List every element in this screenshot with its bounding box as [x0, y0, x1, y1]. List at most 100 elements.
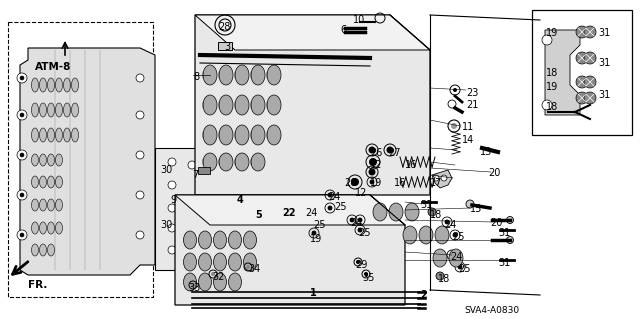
Ellipse shape — [235, 125, 249, 145]
Circle shape — [576, 76, 588, 88]
Ellipse shape — [267, 95, 281, 115]
Text: 29: 29 — [355, 260, 367, 270]
Text: 6: 6 — [340, 25, 346, 35]
Ellipse shape — [267, 125, 281, 145]
Circle shape — [20, 76, 24, 80]
Text: 25: 25 — [452, 232, 465, 242]
Ellipse shape — [47, 244, 54, 256]
Circle shape — [584, 26, 596, 38]
Ellipse shape — [214, 231, 227, 249]
Text: 14: 14 — [462, 135, 474, 145]
Text: 23: 23 — [466, 88, 478, 98]
Ellipse shape — [214, 273, 227, 291]
Text: 28: 28 — [218, 22, 230, 32]
Ellipse shape — [235, 65, 249, 85]
Ellipse shape — [40, 154, 47, 166]
Ellipse shape — [251, 65, 265, 85]
Ellipse shape — [56, 199, 63, 211]
Text: 30: 30 — [160, 220, 172, 230]
Ellipse shape — [56, 128, 63, 142]
Polygon shape — [155, 148, 210, 270]
Text: 19: 19 — [370, 178, 382, 188]
Bar — [532, 10, 632, 135]
Circle shape — [312, 231, 316, 235]
Text: 4: 4 — [237, 195, 244, 205]
Text: 9: 9 — [170, 195, 176, 205]
Text: 25: 25 — [358, 228, 371, 238]
Text: 18: 18 — [546, 68, 558, 78]
Polygon shape — [195, 15, 430, 50]
Circle shape — [576, 92, 588, 104]
Circle shape — [136, 191, 144, 199]
Text: 15: 15 — [470, 204, 483, 214]
Text: 20: 20 — [490, 218, 502, 228]
Circle shape — [576, 52, 588, 64]
Circle shape — [451, 123, 457, 129]
Circle shape — [584, 52, 596, 64]
Text: 24: 24 — [444, 220, 456, 230]
Text: 7: 7 — [192, 170, 198, 180]
Ellipse shape — [419, 226, 433, 244]
Circle shape — [466, 200, 474, 208]
Text: 16: 16 — [405, 160, 417, 170]
Text: 25: 25 — [458, 264, 470, 274]
Text: 26: 26 — [370, 148, 382, 158]
Ellipse shape — [56, 154, 63, 166]
Bar — [218, 42, 232, 50]
Ellipse shape — [47, 176, 54, 188]
Ellipse shape — [403, 226, 417, 244]
Ellipse shape — [63, 78, 70, 92]
Circle shape — [17, 73, 27, 83]
Text: SVA4-A0830: SVA4-A0830 — [464, 306, 519, 315]
Polygon shape — [545, 30, 580, 115]
Ellipse shape — [243, 253, 257, 271]
Ellipse shape — [203, 95, 217, 115]
Ellipse shape — [40, 78, 47, 92]
Text: ATM-8: ATM-8 — [35, 62, 72, 72]
Text: 16: 16 — [394, 178, 406, 188]
Text: 31: 31 — [498, 228, 510, 238]
Circle shape — [358, 218, 362, 222]
Circle shape — [136, 231, 144, 239]
Circle shape — [356, 260, 360, 264]
Circle shape — [168, 158, 176, 166]
Ellipse shape — [31, 244, 38, 256]
Circle shape — [351, 179, 358, 186]
Circle shape — [542, 100, 552, 110]
Circle shape — [387, 147, 393, 153]
Text: 19: 19 — [310, 234, 323, 244]
Ellipse shape — [228, 273, 241, 291]
Circle shape — [364, 272, 368, 276]
Text: 24: 24 — [328, 192, 340, 202]
Circle shape — [17, 150, 27, 160]
Circle shape — [211, 272, 215, 276]
Text: 24: 24 — [305, 208, 317, 218]
Circle shape — [445, 220, 449, 224]
Ellipse shape — [449, 249, 463, 267]
Ellipse shape — [40, 199, 47, 211]
Ellipse shape — [40, 176, 47, 188]
Circle shape — [328, 206, 332, 210]
Ellipse shape — [198, 231, 211, 249]
Circle shape — [17, 190, 27, 200]
Text: 19: 19 — [546, 82, 558, 92]
Circle shape — [246, 265, 250, 269]
Ellipse shape — [235, 95, 249, 115]
Circle shape — [576, 26, 588, 38]
Ellipse shape — [251, 153, 265, 171]
Circle shape — [458, 265, 462, 269]
Text: 31: 31 — [598, 28, 611, 38]
Circle shape — [441, 175, 447, 181]
Circle shape — [17, 230, 27, 240]
Ellipse shape — [389, 203, 403, 221]
Ellipse shape — [47, 103, 54, 117]
Text: 24: 24 — [450, 252, 462, 262]
Ellipse shape — [47, 199, 54, 211]
Circle shape — [436, 272, 444, 280]
Ellipse shape — [40, 103, 47, 117]
Ellipse shape — [63, 103, 70, 117]
Text: 12: 12 — [355, 188, 367, 198]
Text: 21: 21 — [466, 100, 478, 110]
Text: FR.: FR. — [28, 280, 47, 290]
Ellipse shape — [47, 154, 54, 166]
